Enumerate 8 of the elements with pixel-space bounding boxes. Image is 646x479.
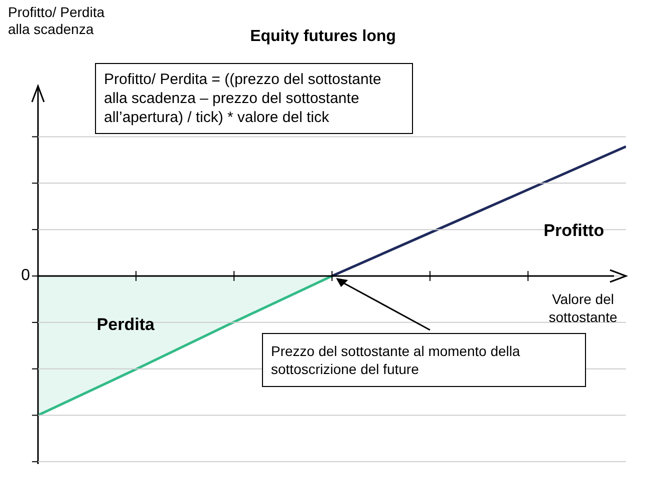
callout-box: Prezzo del sottostante al momento della sottoscrizione del future (262, 333, 586, 387)
text: Profitto/ Perdita alla scadenza (8, 4, 106, 38)
formula-box: Profitto/ Perdita = ((prezzo del sottostante alla scadenza – prezzo del sottostante all’apertura) / tick) * valore del tick (95, 63, 413, 134)
series-label: Perdita (96, 314, 154, 335)
text: Profitto (544, 220, 604, 241)
x-axis-title: Valore del sottostante (548, 290, 618, 326)
chart-title: Equity futures long (249, 28, 397, 46)
text: 0 (20, 266, 30, 286)
